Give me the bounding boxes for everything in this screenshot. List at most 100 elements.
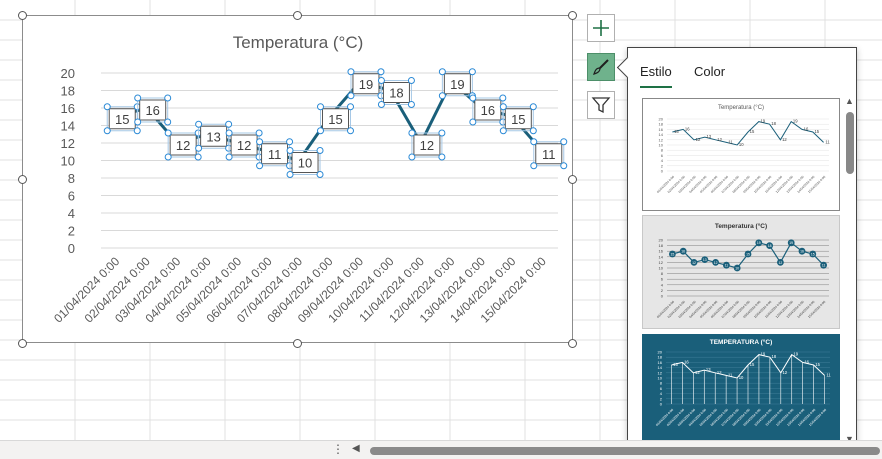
scroll-down-icon[interactable]: ▼: [845, 434, 854, 444]
data-label-handle: [468, 68, 476, 76]
thumbnail-data-label: 13: [703, 258, 707, 262]
tab-color[interactable]: Color: [694, 64, 726, 79]
thumbnail-y-label: 0: [661, 169, 664, 174]
resize-handle-top[interactable]: [293, 11, 302, 20]
resize-handle-bottom-right[interactable]: [568, 339, 577, 348]
thumbnail-y-label: 10: [659, 266, 664, 271]
resize-handle-top-left[interactable]: [18, 11, 27, 20]
y-tick-label: 14: [61, 119, 75, 134]
thumbnail-marker: [690, 259, 698, 266]
resize-handle-left[interactable]: [18, 175, 27, 184]
more-options-icon[interactable]: ⋮: [332, 442, 344, 456]
thumbnail-marker: [701, 256, 709, 263]
pane-scrollbar[interactable]: ▲ ▼: [844, 96, 856, 448]
thumbnail-data-label: 12: [782, 370, 787, 375]
sheet-bottom-bar: ⋮ ◀: [0, 440, 882, 459]
thumbnail-marker: [679, 247, 687, 255]
data-label-value: 13: [206, 129, 220, 144]
thumbnail-y-label: 20: [659, 238, 664, 243]
data-label-handle: [499, 103, 507, 111]
data-label-handle: [499, 94, 507, 102]
data-label-box: [474, 99, 502, 121]
data-label: 12: [164, 129, 202, 161]
thumbnail-data-label: 19: [793, 119, 798, 124]
data-label-handle: [316, 171, 324, 178]
thumbnail-data-label: 19: [793, 352, 798, 357]
chart-title[interactable]: Temperatura (°C): [233, 33, 364, 52]
thumbnail-data-label: 13: [706, 134, 711, 139]
thumbnail-title: Temperatura (°C): [718, 105, 764, 111]
thumbnail-title: TEMPERATURA (°C): [710, 338, 773, 346]
chart-elements-button[interactable]: [587, 14, 615, 42]
data-label-selection: [502, 106, 534, 132]
thumbnail-data-label: 11: [822, 264, 826, 268]
data-label-handle: [560, 162, 568, 170]
thumbnail-marker: [798, 247, 806, 255]
data-label-selection: [411, 132, 443, 158]
data-label-handle: [164, 129, 172, 137]
thumbnail-data-label: 16: [681, 250, 685, 254]
brush-icon: [593, 59, 609, 75]
tab-estilo[interactable]: Estilo: [640, 64, 672, 88]
thumbnail-data-label: 19: [760, 119, 765, 124]
thumbnail-marker: [809, 250, 817, 258]
resize-handle-bottom[interactable]: [293, 339, 302, 348]
thumbnail-data-label: 10: [735, 266, 739, 270]
thumbnail-data-label: 15: [673, 362, 678, 367]
data-label-box: [535, 143, 563, 165]
chart-filters-button[interactable]: [587, 91, 615, 119]
data-label-handle: [286, 147, 294, 154]
pane-scroll-thumb[interactable]: [846, 112, 854, 174]
data-label-handle: [347, 127, 354, 135]
data-label-handle: [529, 127, 537, 135]
data-label-box: [443, 73, 471, 95]
data-label: 15: [103, 103, 141, 135]
data-label-handle: [438, 68, 446, 76]
data-label-value: 12: [237, 138, 251, 153]
data-label-value: 15: [115, 112, 129, 127]
y-tick-label: 18: [61, 84, 75, 99]
data-label-handle: [195, 120, 203, 128]
thumbnail-data-label: 19: [789, 241, 793, 245]
chart-style-thumbnail-3[interactable]: TEMPERATURA (°C) 01/04/2024 0:00 02/04/202…: [642, 334, 840, 447]
thumbnail-data-label: 15: [811, 252, 815, 256]
chart-styles-button[interactable]: [587, 53, 615, 81]
data-label: 16: [134, 94, 172, 126]
data-label-value: 15: [511, 112, 525, 127]
data-label-handle: [103, 103, 111, 111]
scroll-up-icon[interactable]: ▲: [845, 96, 854, 106]
data-label-handle: [438, 129, 446, 137]
horizontal-scrollbar[interactable]: [370, 447, 880, 455]
thumbnail-y-label: 6: [660, 386, 663, 391]
data-label-handle: [530, 162, 538, 170]
thumbnail-data-label: 12: [696, 137, 701, 142]
data-label-handle: [225, 129, 233, 137]
thumbnail-series-line: [672, 120, 824, 146]
thumbnail-y-label: 0: [660, 402, 663, 407]
data-label: 16: [469, 94, 507, 126]
thumbnail-marker: [777, 259, 784, 266]
thumbnail-data-label: 12: [714, 261, 718, 265]
resize-handle-right[interactable]: [568, 175, 577, 184]
data-label: 18: [377, 77, 415, 108]
resize-handle-bottom-left[interactable]: [18, 339, 27, 348]
thumbnail-y-label: 20: [659, 117, 664, 122]
resize-handle-top-right[interactable]: [568, 11, 577, 20]
chart-style-thumbnail-1[interactable]: Temperatura (°C) 01/04/2024 0:00 02/04/202…: [642, 98, 840, 211]
data-label-box: [382, 82, 410, 103]
thumbnail-data-label: 10: [739, 142, 744, 147]
chart-area[interactable]: Temperatura (°C) 0 2 4 6 8 10 12 14 16 18 20 01/04…: [22, 15, 573, 343]
thumbnail-data-label: 12: [782, 137, 787, 142]
thumbnail-y-label: 20: [658, 350, 663, 355]
chart-style-thumbnail-2[interactable]: Temperatura (°C) 01/04/2024 0:00 02/04/202…: [642, 215, 840, 329]
thumbnail-y-label: 12: [659, 137, 664, 142]
thumbnail-marker: [755, 239, 763, 247]
thumbnail-data-label: 16: [685, 126, 690, 131]
plus-icon: [593, 20, 609, 36]
thumbnail-y-label: 0: [661, 294, 664, 299]
data-label-handle: [194, 153, 202, 161]
scroll-left-icon[interactable]: ◀: [352, 443, 360, 454]
thumbnail-y-label: 12: [658, 370, 663, 375]
data-label: 12: [225, 129, 263, 161]
